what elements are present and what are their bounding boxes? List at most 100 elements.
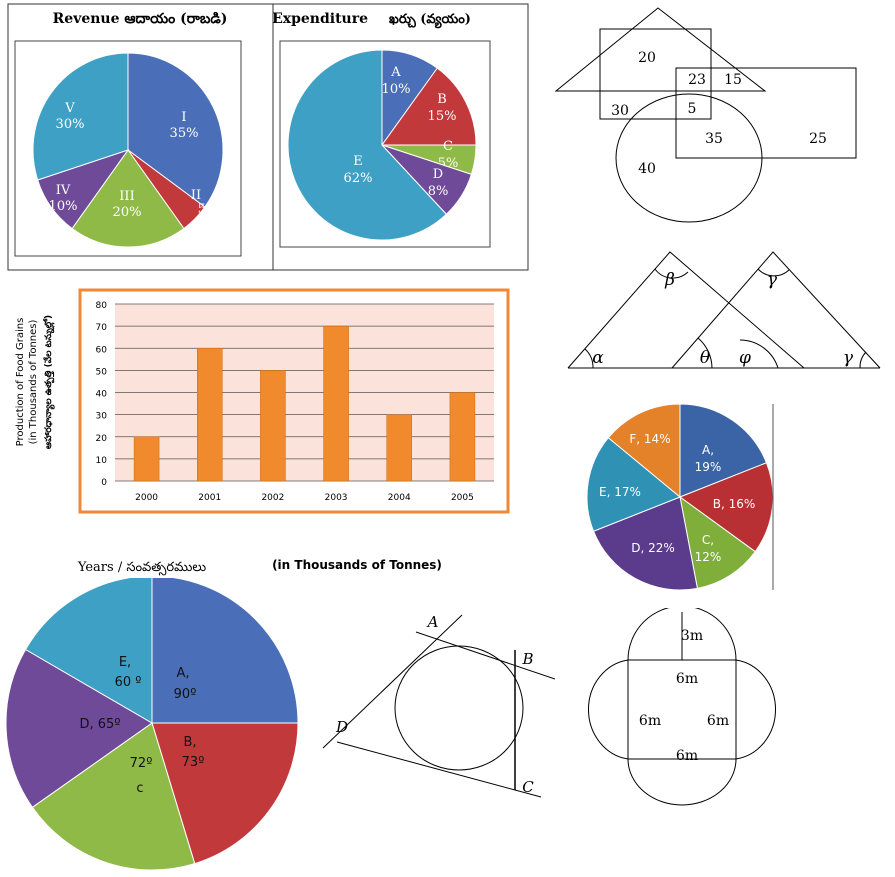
bar-2000 bbox=[133, 436, 160, 482]
expenditure-pct-1: 15% bbox=[428, 109, 457, 124]
revenue-slice-4 bbox=[32, 52, 129, 181]
expenditure-slice-1 bbox=[381, 67, 477, 146]
semicircle-left bbox=[588, 659, 629, 760]
tangent-line-ad bbox=[322, 614, 463, 749]
triangle-right bbox=[671, 251, 881, 369]
expenditure-pct-4: 62% bbox=[344, 171, 373, 186]
revenue-slice-0 bbox=[127, 52, 224, 208]
bar-ytick-3: 30 bbox=[96, 412, 108, 422]
revenue-pct-3: 10% bbox=[49, 199, 78, 214]
venn-num-7: 25 bbox=[809, 131, 827, 147]
revenue-slice-2 bbox=[71, 149, 185, 248]
semicircle-right bbox=[735, 659, 776, 760]
pie-deg-slice-3 bbox=[5, 648, 153, 809]
expenditure-title-telugu: ఖర్చు (వ్యయం) bbox=[389, 12, 471, 29]
pie-af-slice-5 bbox=[607, 403, 681, 499]
side-label-left: 6m bbox=[639, 713, 661, 729]
expenditure-pie: A10%B15%C5%D8%E62% bbox=[287, 49, 477, 241]
bar-ytick-5: 50 bbox=[96, 367, 108, 377]
bar-ytick-4: 40 bbox=[96, 390, 108, 400]
bar-2002 bbox=[260, 370, 286, 482]
expenditure-title: Expenditure bbox=[272, 11, 368, 27]
arc-gamma-bottom bbox=[859, 351, 867, 369]
venn-num-4: 30 bbox=[611, 103, 629, 119]
pie-af-label-0: A, bbox=[702, 443, 714, 457]
side-label-right: 6m bbox=[707, 713, 729, 729]
point-b: B bbox=[521, 650, 533, 668]
side-label-bottom: 6m bbox=[676, 748, 698, 764]
venn-num-5: 5 bbox=[688, 101, 697, 117]
bar-ytick-2: 20 bbox=[96, 434, 108, 444]
food-grains-bar-chart: Production of Food Grains (in Thousands … bbox=[15, 288, 510, 576]
expenditure-label-2: C bbox=[443, 139, 453, 154]
semicircle-bottom bbox=[627, 758, 737, 806]
revenue-pct-4: 30% bbox=[56, 117, 85, 132]
pie-deg-label-3: D, 65º bbox=[80, 717, 121, 732]
arc-beta bbox=[654, 268, 689, 279]
pie-af-pct-0: 19% bbox=[695, 460, 722, 474]
bar-xtick-4: 2004 bbox=[388, 493, 411, 503]
venn-num-1: 20 bbox=[638, 50, 656, 66]
bar-ylabel-telugu: ఆహారధాన్యాల ఉత్పత్తి (వేల టన్నుల్లో) bbox=[42, 315, 55, 449]
pie-af-label-2: C, bbox=[702, 533, 714, 547]
revenue-title: Revenue ఆదాయం (రాబడి) bbox=[53, 11, 228, 27]
pie-deg-label-1: B, bbox=[183, 735, 196, 750]
bar-xlabel: Years / సంవత్సరములు bbox=[77, 560, 207, 576]
venn-num-2: 23 bbox=[688, 72, 706, 88]
revenue-pct-1: 5% bbox=[198, 202, 219, 217]
revenue-label-3: IV bbox=[56, 183, 71, 198]
venn-square bbox=[599, 28, 712, 120]
bar-2001 bbox=[197, 348, 223, 482]
triangle-left bbox=[567, 251, 805, 369]
pie-deg-label-0: A, bbox=[176, 666, 189, 681]
pie-deg-value-4: 60 º bbox=[115, 675, 142, 690]
venn-num-8: 40 bbox=[638, 161, 656, 177]
point-a: A bbox=[426, 613, 439, 631]
pie-af-slice-4 bbox=[586, 437, 681, 532]
arc-theta bbox=[697, 337, 713, 369]
expenditure-slice-4 bbox=[287, 49, 448, 241]
tangent-circle-diagram: A B C D bbox=[322, 613, 555, 798]
tangent-line-ab bbox=[415, 631, 555, 680]
arc-phi bbox=[739, 339, 779, 369]
pie-af-slice-3 bbox=[592, 496, 699, 591]
square-semicircles-diagram: 3m 6m 6m 6m 6m bbox=[588, 608, 776, 806]
pie-deg-slice-1 bbox=[151, 722, 299, 865]
radius-label: 3m bbox=[681, 628, 703, 644]
pie-deg-label-4: E, bbox=[119, 655, 131, 670]
bar-xtick-1: 2001 bbox=[198, 493, 221, 503]
side-label-top: 6m bbox=[676, 671, 698, 687]
revenue-label-1: II bbox=[191, 188, 201, 203]
bar-ytick-8: 80 bbox=[96, 301, 108, 311]
bar-xtick-5: 2005 bbox=[451, 493, 474, 503]
bar-ylabel-line1: Production of Food Grains bbox=[15, 318, 26, 447]
pie-af-slice-0 bbox=[679, 403, 768, 498]
venn-num-3: 15 bbox=[724, 72, 742, 88]
revenue-frame bbox=[14, 40, 242, 257]
pie-af-chart: A, 19% B, 16% C, 12% D, 22% E, 17% F, 14% bbox=[586, 403, 774, 591]
angle-beta: β bbox=[664, 270, 675, 290]
bar-ytick-6: 60 bbox=[96, 345, 108, 355]
bar-xtick-0: 2000 bbox=[135, 493, 158, 503]
pie-af-label-5: F, 14% bbox=[629, 432, 670, 446]
bar-ticks: 0 10 20 30 40 50 60 70 80 2000 2001 2002 2003 2004 200… bbox=[96, 301, 474, 503]
revenue-pct-2: 20% bbox=[113, 205, 142, 220]
angles-diagram: β γ α θ φ γ bbox=[567, 251, 881, 369]
pie-af-slice-2 bbox=[679, 495, 756, 589]
bar-series bbox=[133, 325, 476, 482]
expenditure-label-4: E bbox=[353, 154, 363, 169]
arc-alpha bbox=[584, 348, 594, 369]
venn-num-6: 35 bbox=[705, 131, 723, 147]
revenue-expenditure-panel: Revenue ఆదాయం (రాబడి) I35%II5%III20%IV10… bbox=[7, 3, 529, 271]
expenditure-label-3: D bbox=[433, 167, 443, 182]
bar-ylabel-line2: (in Thousands of Tonnes) bbox=[28, 320, 39, 445]
angle-gamma-bottom: γ bbox=[843, 348, 854, 368]
point-c: C bbox=[522, 778, 534, 796]
bar-unit-note: (in Thousands of Tonnes) bbox=[272, 558, 442, 572]
angle-gamma-top: γ bbox=[767, 270, 778, 290]
bar-2005 bbox=[449, 392, 476, 482]
venn-rectangle bbox=[675, 67, 857, 159]
pie-af-label-1: B, 16% bbox=[713, 497, 756, 511]
bar-xtick-3: 2003 bbox=[325, 493, 348, 503]
